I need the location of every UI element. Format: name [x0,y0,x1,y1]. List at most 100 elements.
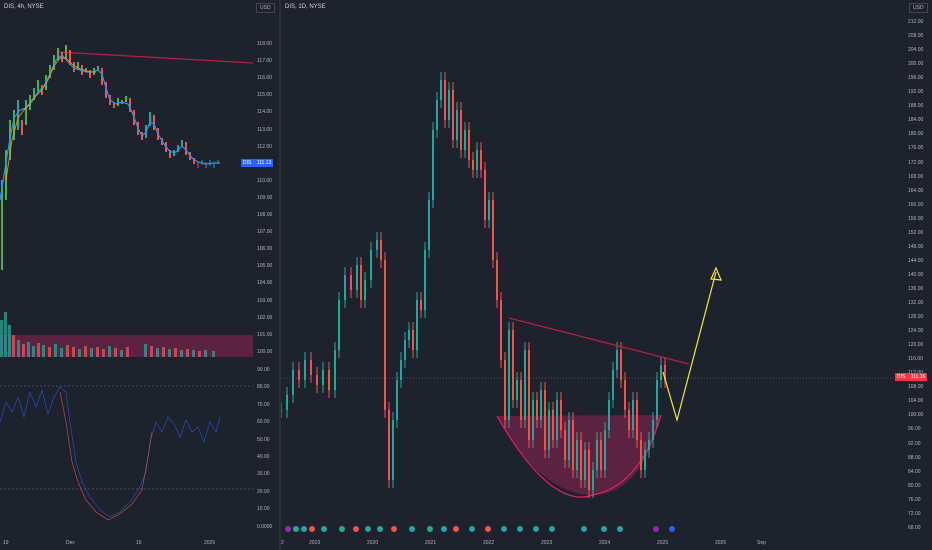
left-ma-orange [5,57,96,181]
cup-fill [497,415,661,495]
right-candle-body [316,375,318,385]
event-marker[interactable] [485,526,491,532]
right-candle-body [356,265,358,290]
right-price-chart[interactable] [281,0,903,530]
left-trendline [57,51,253,64]
right-candle-body [480,150,482,170]
left-price-chart[interactable] [0,0,253,360]
right-candle-body [376,240,378,250]
left-current-price-label: DIS 111.13 [241,159,274,167]
right-y-tick-14: 156.00 [908,215,924,222]
right-currency-badge[interactable]: USD [909,3,928,13]
left-y-tick-6: 112.00 [257,143,272,150]
right-chart-panel[interactable]: DIS, 1D, NYSE 2 2019 2020 2021 2022 2023… [281,0,903,550]
right-candle-body [492,200,494,260]
event-marker[interactable] [469,526,475,532]
right-candle-body [408,330,410,340]
event-marker[interactable] [293,526,299,532]
left-chart-panel[interactable]: DIS, 4h, NYSE [0,0,253,550]
event-marker[interactable] [427,526,433,532]
event-marker[interactable] [377,526,383,532]
event-marker[interactable] [409,526,415,532]
right-candle-body [660,365,662,380]
left-osc-tick-3: 60.00 [257,419,270,426]
left-volume-bars [0,312,215,357]
event-marker[interactable] [285,526,291,532]
right-price-axis[interactable]: USD 212.00 208.00 204.00 200.00 196.00 192.00… [895,0,932,550]
event-marker[interactable] [339,526,345,532]
event-marker[interactable] [669,526,675,532]
right-candle-body [460,110,462,150]
right-y-tick-20: 132.00 [908,300,924,306]
event-markers[interactable] [281,526,903,534]
event-marker[interactable] [391,526,397,532]
left-y-tick-0: 118.00 [257,41,272,47]
right-candle-body [596,440,598,470]
event-marker[interactable] [441,526,447,532]
right-candle-body [532,400,534,440]
event-marker[interactable] [321,526,327,532]
event-marker[interactable] [533,526,539,532]
left-candles [1,45,219,270]
right-candle-body [560,400,562,430]
right-y-tick-15: 152.00 [908,229,924,236]
right-y-tick-32: 84.00 [908,468,921,475]
right-candle-body [544,390,546,450]
right-candle-body [322,370,324,385]
right-candle-body [576,440,578,470]
right-candle-body [286,395,288,410]
left-oscillator[interactable] [0,362,253,532]
right-candle-body [580,440,582,480]
event-marker[interactable] [653,526,659,532]
event-marker[interactable] [617,526,623,532]
right-candle-body [608,400,610,430]
event-marker[interactable] [601,526,607,532]
right-candle-body [584,450,586,480]
event-marker[interactable] [453,526,459,532]
right-y-tick-2: 204.00 [908,47,924,54]
right-candle-body [552,410,554,440]
right-y-tick-27: 104.00 [908,398,924,405]
left-y-tick-10: 108.00 [257,212,273,218]
left-y-tick-8: 110.00 [257,177,272,184]
right-y-tick-26: 108.00 [908,384,924,391]
event-marker[interactable] [549,526,555,532]
right-chart-title: DIS, 1D, NYSE [285,4,326,10]
event-marker[interactable] [309,526,315,532]
right-candle-body [380,240,382,260]
right-candle-body [304,360,306,380]
left-currency-badge[interactable]: USD [256,3,275,13]
event-marker[interactable] [365,526,371,532]
right-candle-body [652,420,654,440]
left-x-tick-4: 2025 [204,540,216,546]
left-osc-tick-6: 30.00 [257,471,270,478]
right-candle-body [404,340,406,360]
left-y-tick-1: 117.00 [257,58,272,65]
right-candle-body [636,400,638,440]
event-marker[interactable] [353,526,359,532]
right-y-tick-30: 92.00 [908,440,921,447]
right-candle-body [620,350,622,380]
right-candle-body [384,260,386,410]
right-candle-body [436,100,438,130]
event-marker[interactable] [581,526,587,532]
right-y-tick-34: 76.00 [908,496,921,503]
right-candle-body [334,350,336,390]
right-candle-body [448,90,450,120]
right-candle-body [604,430,606,470]
left-y-tick-17: 101.00 [257,331,273,338]
event-marker[interactable] [301,526,307,532]
right-candle-body [456,110,458,140]
right-y-tick-0: 212.00 [908,19,924,25]
right-y-tick-1: 208.00 [908,33,924,40]
left-osc-tick-1: 80.00 [257,384,270,391]
left-y-tick-16: 102.00 [257,314,273,321]
right-candle-body [472,160,474,170]
left-price-axis[interactable]: USD 118.00 117.00 116.00 115.00 114.00 113.00… [241,0,280,550]
left-osc-tick-2: 70.00 [257,401,270,408]
right-y-tick-12: 164.00 [908,187,924,194]
left-osc-tick-0: 90.00 [257,367,270,373]
event-marker[interactable] [501,526,507,532]
right-candle-body [370,250,372,280]
event-marker[interactable] [517,526,523,532]
